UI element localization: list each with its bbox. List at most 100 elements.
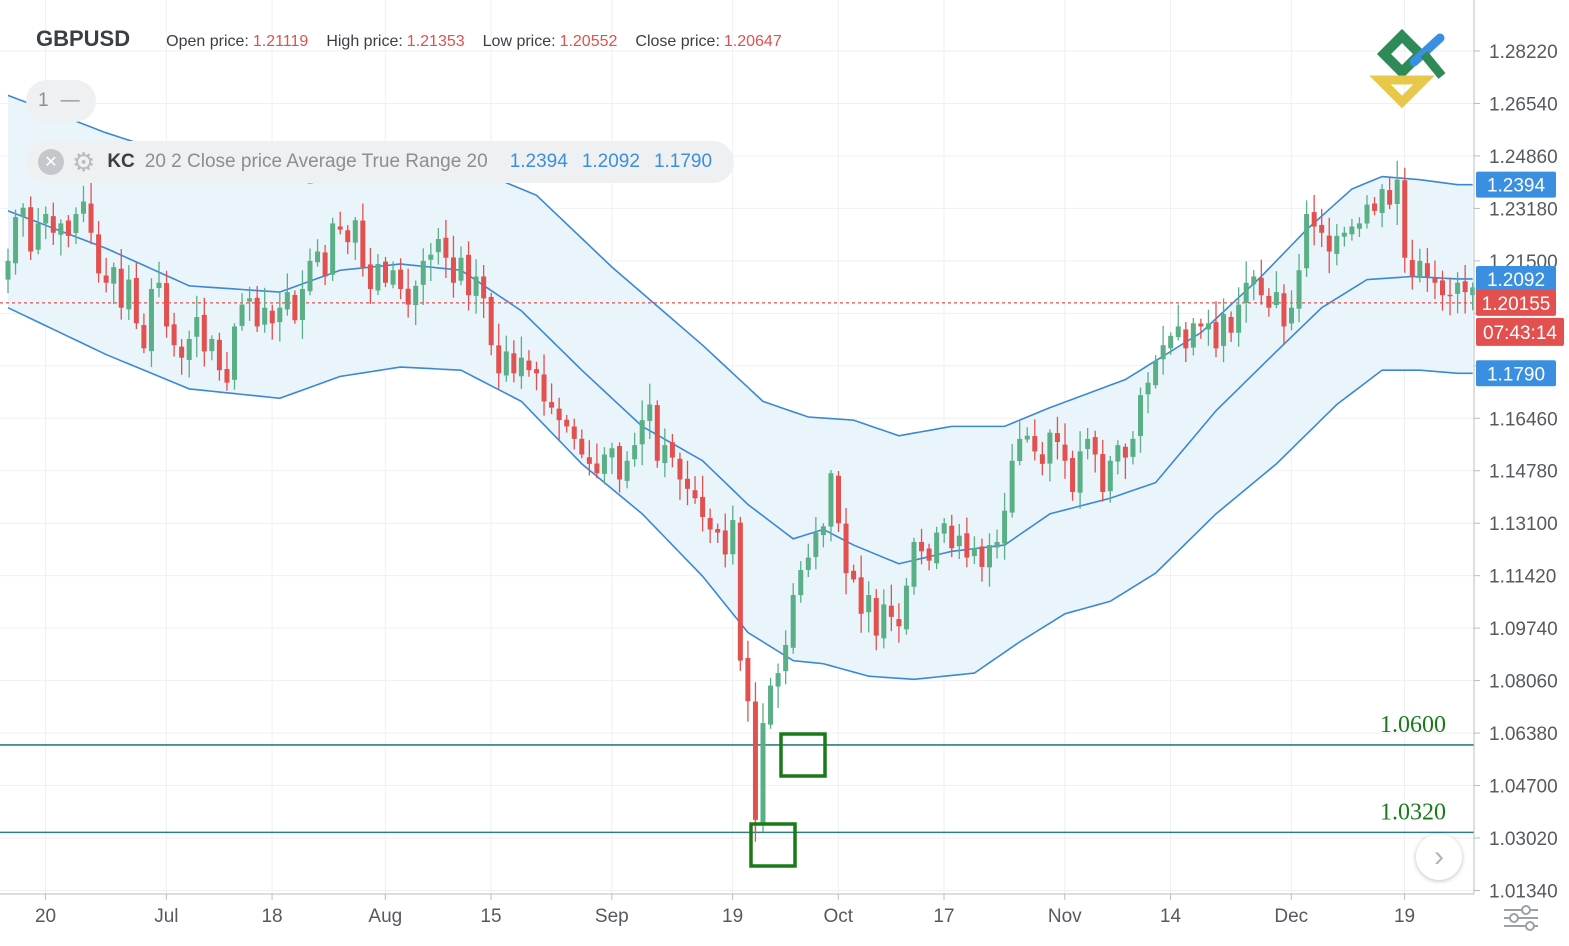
candle-body (1304, 214, 1310, 269)
candle-body (345, 230, 351, 243)
candle (28, 196, 34, 260)
candle-body (919, 541, 925, 552)
candle-body (43, 214, 49, 224)
candle (126, 265, 132, 321)
y-tick-label: 1.09740 (1489, 619, 1558, 640)
candle-body (828, 473, 834, 527)
candle-body (13, 217, 19, 264)
candle-body (73, 214, 79, 234)
candle-body (1107, 460, 1113, 492)
candle (1077, 431, 1083, 509)
candle (375, 254, 381, 295)
candle (1221, 298, 1227, 363)
candle (1145, 372, 1151, 414)
lower-price-tag: 1.1790 (1487, 364, 1545, 385)
candle-body (133, 277, 139, 324)
candle-body (1281, 293, 1287, 327)
candle (1311, 194, 1317, 246)
candle (156, 261, 162, 298)
candle-body (20, 207, 26, 218)
candle-body (1047, 432, 1053, 464)
candle-body (541, 374, 547, 402)
candle-body (1440, 280, 1445, 296)
candle (269, 304, 275, 340)
candle-body (1002, 510, 1008, 544)
y-tick-label: 1.24860 (1489, 147, 1558, 168)
candle (919, 528, 925, 565)
ohlc-header: GBPUSD Open price: 1.21119 High price: 1… (36, 26, 782, 52)
pane-toggle[interactable]: 1 — (26, 80, 96, 122)
candle (96, 221, 102, 283)
price-tags: 1.2394 1.2092 1.20155 07:43:14 1.1790 (1476, 171, 1564, 387)
candle (964, 517, 970, 568)
candle (224, 352, 230, 391)
candle-body (186, 338, 192, 360)
candle (843, 507, 849, 595)
symbol-label[interactable]: GBPUSD (36, 26, 131, 51)
candle-body (5, 260, 11, 280)
collapse-icon[interactable]: — (60, 90, 80, 111)
candle (1032, 419, 1038, 461)
candle (20, 203, 26, 237)
candle (518, 336, 524, 390)
candle-body (662, 445, 668, 464)
candlesticks (5, 160, 1476, 842)
candle (148, 278, 154, 368)
middle-price-tag-bg (1476, 265, 1556, 292)
candle-body (1273, 292, 1279, 306)
candle-body (352, 220, 358, 243)
y-tick-label: 1.16460 (1489, 409, 1558, 430)
settings-sliders-icon[interactable] (1502, 902, 1540, 932)
candle-body (269, 310, 275, 324)
close-icon[interactable]: ✕ (38, 149, 64, 175)
candle (299, 270, 305, 339)
candle (1417, 248, 1423, 283)
candle-body (383, 261, 388, 283)
candle-body (466, 254, 472, 296)
candle (979, 538, 985, 582)
candle (65, 215, 71, 248)
indicator-upper-value: 1.2394 (509, 151, 568, 172)
candle (715, 523, 721, 544)
candle-body (518, 357, 524, 377)
candle-body (632, 445, 638, 460)
y-tick-label: 1.13100 (1489, 514, 1558, 535)
high-value: 1.21353 (406, 33, 465, 50)
candle (669, 433, 675, 468)
low-value: 1.20552 (559, 33, 618, 50)
candle (164, 270, 170, 338)
candle-body (1190, 323, 1196, 348)
candle-body (994, 541, 1000, 548)
candle (866, 581, 872, 633)
candle (564, 414, 570, 433)
candle-body (81, 201, 86, 214)
candle-body (1296, 270, 1302, 309)
candle (1198, 318, 1204, 339)
candle-body (58, 223, 64, 235)
logo-icon (1369, 28, 1446, 109)
candle-body (1243, 282, 1249, 303)
candle (201, 297, 207, 367)
candle-body (103, 275, 109, 283)
candle (247, 286, 253, 321)
candle (1334, 223, 1340, 266)
candle-body (1326, 235, 1332, 252)
y-tick-label: 1.28220 (1489, 42, 1558, 63)
candle-body (760, 723, 766, 823)
x-tick-label: 18 (261, 906, 282, 927)
candle (1289, 290, 1294, 331)
candle (367, 247, 373, 305)
indicator-legend[interactable]: ✕ ⚙ KC 20 2 Close price Average True Ran… (26, 141, 735, 183)
chevron-right-icon[interactable]: › (1416, 834, 1462, 880)
candle-body (1175, 326, 1181, 338)
markers (749, 732, 827, 868)
candle (1379, 184, 1385, 228)
gear-icon[interactable]: ⚙ (72, 147, 96, 177)
candle-body (420, 260, 426, 285)
candle (330, 217, 336, 281)
candle-body (148, 288, 154, 352)
candle (1115, 440, 1121, 475)
candle-body (118, 268, 124, 308)
